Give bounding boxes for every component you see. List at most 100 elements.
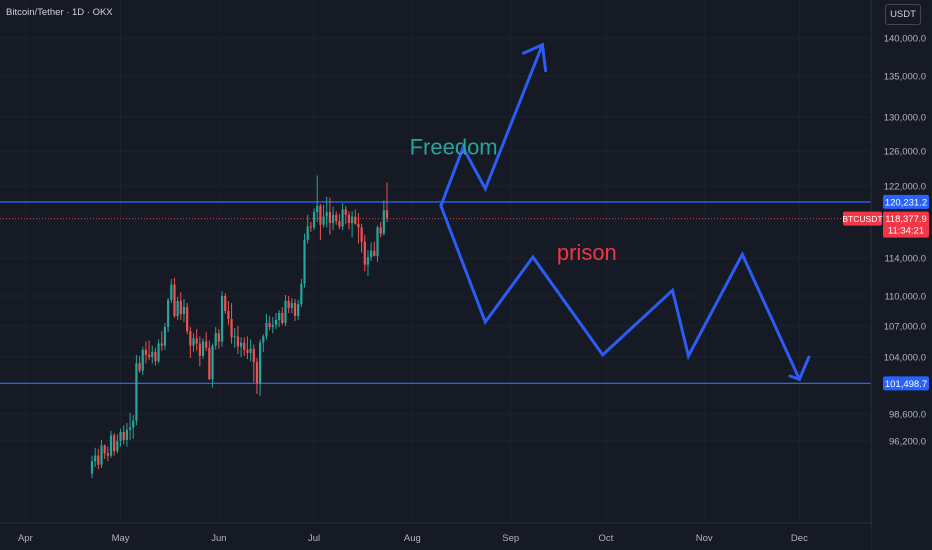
candle xyxy=(201,338,205,360)
candle xyxy=(109,430,113,458)
time-tick-label: Apr xyxy=(18,533,33,544)
candle xyxy=(128,412,132,440)
price-tick-label: 140,000.0 xyxy=(884,34,926,45)
candle xyxy=(214,327,217,350)
candle xyxy=(239,337,243,357)
candle xyxy=(160,331,163,351)
price-tags: 120,231.2 101,498.7 BTCUSDT 118,377.911:34:… xyxy=(842,194,929,391)
candle xyxy=(144,341,148,364)
candle xyxy=(132,415,135,439)
candle xyxy=(274,313,278,330)
price-axis[interactable]: 140,000.0 135,000.0 130,000.0 126,000.0 122,… xyxy=(884,34,926,448)
scenario-arrows xyxy=(439,42,811,382)
candle xyxy=(363,234,366,272)
candle xyxy=(157,339,160,364)
candle xyxy=(192,333,195,352)
bullish-path-head xyxy=(521,42,548,73)
candle xyxy=(116,434,119,454)
candle xyxy=(173,277,176,318)
candle xyxy=(281,307,284,325)
currency-button[interactable]: USDT xyxy=(885,4,921,25)
candle xyxy=(370,242,373,261)
candle xyxy=(379,222,382,238)
candle xyxy=(297,300,300,320)
candle xyxy=(198,336,201,367)
candle xyxy=(271,317,274,334)
level-tag-resistance: 120,231.2 xyxy=(883,194,929,209)
current-price-label: 118,377.9 xyxy=(885,214,927,225)
candle xyxy=(350,211,354,238)
candle xyxy=(278,310,281,328)
time-tick-label: Dec xyxy=(791,533,808,544)
candle xyxy=(122,425,125,445)
candle xyxy=(135,354,138,426)
candle xyxy=(357,213,360,244)
time-axis[interactable]: Apr May Jun Jul Aug Sep Oct Nov Dec xyxy=(18,533,808,544)
bearish-path-head xyxy=(788,355,811,382)
candle xyxy=(316,175,319,222)
candle xyxy=(246,336,249,360)
candle xyxy=(331,206,335,231)
time-tick-label: Oct xyxy=(598,533,613,544)
candle xyxy=(265,314,268,340)
candle xyxy=(300,278,303,307)
candle xyxy=(220,291,224,347)
candle xyxy=(366,249,370,277)
candle xyxy=(163,323,167,350)
svg-text:120,231.2: 120,231.2 xyxy=(885,197,927,208)
candle xyxy=(335,211,338,225)
symbol-tag: BTCUSDT xyxy=(842,214,882,224)
annotations: Freedom prison xyxy=(410,135,617,265)
time-tick-label: Jul xyxy=(308,533,320,544)
candle xyxy=(312,208,316,231)
candle xyxy=(186,303,189,335)
time-tick-label: Aug xyxy=(404,533,421,544)
time-tick-label: Jun xyxy=(211,533,226,544)
candle xyxy=(233,328,236,348)
candle xyxy=(319,204,322,240)
price-tick-label: 135,000.0 xyxy=(884,72,926,83)
candle xyxy=(227,301,230,325)
price-tick-label: 98,600.0 xyxy=(889,410,926,421)
candle xyxy=(341,203,344,231)
price-tick-label: 107,000.0 xyxy=(884,322,926,333)
candle xyxy=(154,347,157,366)
current-price-tag: BTCUSDT 118,377.911:34:21 xyxy=(842,211,929,238)
candle xyxy=(205,332,208,351)
grid xyxy=(0,0,871,523)
candle xyxy=(309,222,312,232)
candle xyxy=(189,327,192,359)
candle xyxy=(376,225,379,262)
candle xyxy=(344,205,347,224)
price-tick-label: 114,000.0 xyxy=(884,254,926,265)
candle xyxy=(94,447,97,467)
candle xyxy=(287,296,290,313)
candle xyxy=(138,355,141,373)
candle xyxy=(90,455,94,479)
svg-text:101,498.7: 101,498.7 xyxy=(885,379,927,390)
symbol-title: Bitcoin/Tether · 1D · OKX xyxy=(6,7,113,18)
candle xyxy=(262,334,265,352)
level-tag-support: 101,498.7 xyxy=(883,376,929,391)
price-tick-label: 96,200.0 xyxy=(889,437,926,448)
candle xyxy=(103,444,106,459)
price-tick-label: 110,000.0 xyxy=(884,292,926,303)
candle xyxy=(100,439,103,468)
candle xyxy=(347,211,351,230)
candle xyxy=(255,358,259,394)
candle xyxy=(113,433,116,456)
candle xyxy=(306,214,309,244)
annotation-freedom: Freedom xyxy=(410,135,498,160)
candle xyxy=(259,339,262,397)
candle xyxy=(208,340,211,381)
candle xyxy=(97,448,100,470)
horizontal-levels xyxy=(0,201,871,385)
time-tick-label: Sep xyxy=(502,533,519,544)
candle xyxy=(325,196,328,228)
candle xyxy=(338,213,341,230)
candle xyxy=(303,233,306,288)
candle xyxy=(182,299,186,322)
candle xyxy=(211,343,214,388)
candle xyxy=(179,292,182,320)
